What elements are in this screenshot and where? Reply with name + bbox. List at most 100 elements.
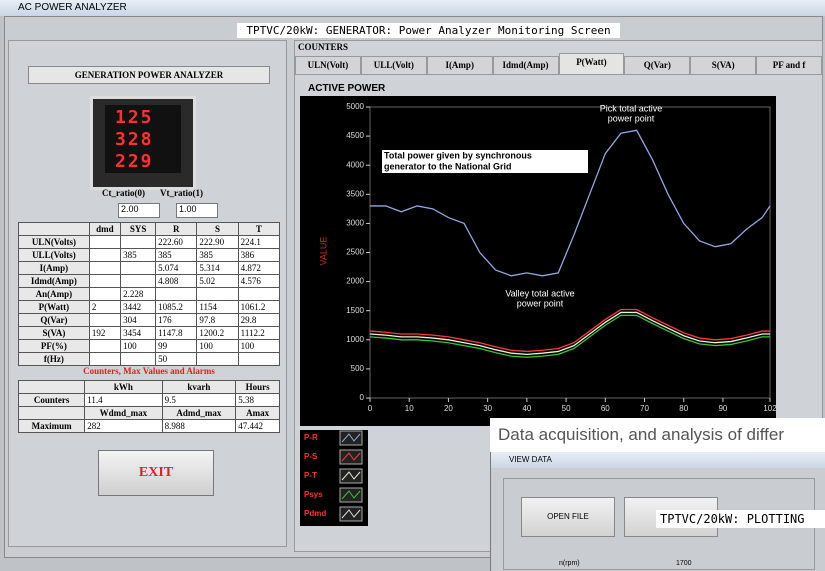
table-cell: 47.442 [235,419,280,433]
tab[interactable]: ULL(Volt) [360,56,427,75]
row-label: S(VA) [18,326,90,340]
legend-label: P-R [304,433,318,442]
table-cell: Wdmd_max [84,406,163,420]
tab[interactable]: S(VA) [690,56,757,75]
legend-swatch [339,506,363,522]
legend-swatch [339,487,363,503]
table-cell [120,235,157,249]
channel: n(rpm) [559,560,580,567]
column-header: R [155,222,198,236]
table-cell: 4.808 [155,274,198,288]
table-cell: Amax [235,406,280,420]
open-file-button[interactable]: OPEN FILE [521,497,615,537]
table-cell: 1112.2 [237,326,281,340]
x-tick-label: 60 [601,404,610,413]
table-cell: kvarh [161,380,237,394]
series-line [369,314,770,358]
table-cell: 3454 [120,326,157,340]
column-header: T [237,222,281,236]
legend-glyph [341,433,361,443]
table-row: An(Amp) 2.228 [18,287,281,301]
x-tick-label: 30 [483,404,492,413]
measure-table: dmd SYS R S T ULN(Volts) 222.60 222.90 224.1 ULL(… [18,222,281,366]
table-cell: 222.90 [196,235,239,249]
table-cell: 29.8 [237,313,281,327]
table-cell [88,274,122,288]
table-cell: 386 [237,248,281,262]
table-row: Idmd(Amp) 4.808 5.02 4.576 [18,274,281,288]
group-label: COUNTERS [298,42,349,52]
legend-label: Pdmd [304,509,326,518]
table-row: Counters 11.4 9.5 5.38 [17,393,280,407]
table-cell: 5.38 [235,393,280,407]
table-cell: 2 [88,300,122,314]
tab[interactable]: I(Amp) [426,56,493,75]
tab[interactable]: PF and f [756,56,822,75]
series-line [369,311,770,356]
table-cell [88,261,122,275]
y-axis-label: VALUE [318,237,328,266]
table-row: S(VA) 192 3454 1147.8 1200.2 1112.2 [18,326,281,340]
x-tick-label: 50 [562,404,571,413]
row-label: ULL(Volts) [18,248,90,262]
row-label: Idmd(Amp) [18,274,90,288]
chart: VALUE 0500100015002000250030003500400045… [300,96,776,526]
view-data-window: VIEW DATA OPEN FILE TPTVC/20kW: PLOTTING… [490,452,825,571]
x-tick-label: 70 [640,404,649,413]
legend-swatch [339,468,363,484]
table-cell: 176 [155,313,198,327]
y-tick-label: 1000 [346,335,364,344]
y-tick-label: 4000 [346,160,364,169]
table-cell [196,287,239,301]
x-tick-label: 80 [679,404,688,413]
table-cell [237,287,281,301]
x-tick-label: 10 [405,404,414,413]
series-line [370,129,771,277]
y-tick-label: 1500 [346,306,364,315]
counters-table: kWh kvarh Hours Counters 11.4 9.5 5.38 Wdmd_max… [17,380,280,433]
table-cell [196,352,239,366]
exit-button[interactable]: EXIT [98,450,214,496]
title-bar: AC POWER ANALYZER [0,0,825,16]
table-row: PF(%) 100 99 100 100 [18,339,281,353]
annotation: power point [608,113,655,123]
meter-digits: 125 [115,107,154,128]
meter: 125 328 229 [90,96,196,190]
legend-glyph [341,452,361,462]
x-tick-label: 20 [444,404,453,413]
table-cell [88,339,122,353]
caption: Data acquisition, and analysis of differ [490,418,825,452]
tab[interactable]: P(Watt) [558,53,625,75]
table-cell: 9.5 [161,393,237,407]
y-tick-label: 5000 [346,102,364,111]
table-cell: 1147.8 [155,326,198,340]
tab[interactable]: Idmd(Amp) [492,56,559,75]
legend-swatch [339,430,363,446]
row-label: I(Amp) [18,261,90,275]
table-row: I(Amp) 5.074 5.314 4.872 [18,261,281,275]
legend-glyph [341,509,361,519]
row-label: f(Hz) [18,352,90,366]
table-row: Q(Var) 304 176 97.8 29.8 [18,313,281,327]
table-cell: 4.872 [237,261,281,275]
alarms-title: Counters, Max Values and Alarms [83,366,215,376]
tab[interactable]: ULN(Volt) [295,56,361,75]
annotation: Pick total active [600,103,663,113]
view-data-title: VIEW DATA [491,452,825,468]
table-row: P(Watt) 2 3442 1085.2 1154 1061.2 [18,300,281,314]
table-cell: 5.314 [196,261,239,275]
table-cell [17,380,86,394]
table-cell: Maximum [17,419,86,433]
y-tick-label: 2500 [346,248,364,257]
ratio-input: 2.00 [118,203,160,218]
y-tick-label: 4500 [346,131,364,140]
table-cell [17,406,86,420]
table-cell: 282 [84,419,163,433]
table-row: Maximum 282 8.988 47.442 [17,419,280,433]
y-tick-label: 3000 [346,219,364,228]
tab[interactable]: Q(Var) [624,56,691,75]
table-cell: 8.988 [161,419,237,433]
table-cell: 385 [155,248,198,262]
column-header: S [196,222,239,236]
